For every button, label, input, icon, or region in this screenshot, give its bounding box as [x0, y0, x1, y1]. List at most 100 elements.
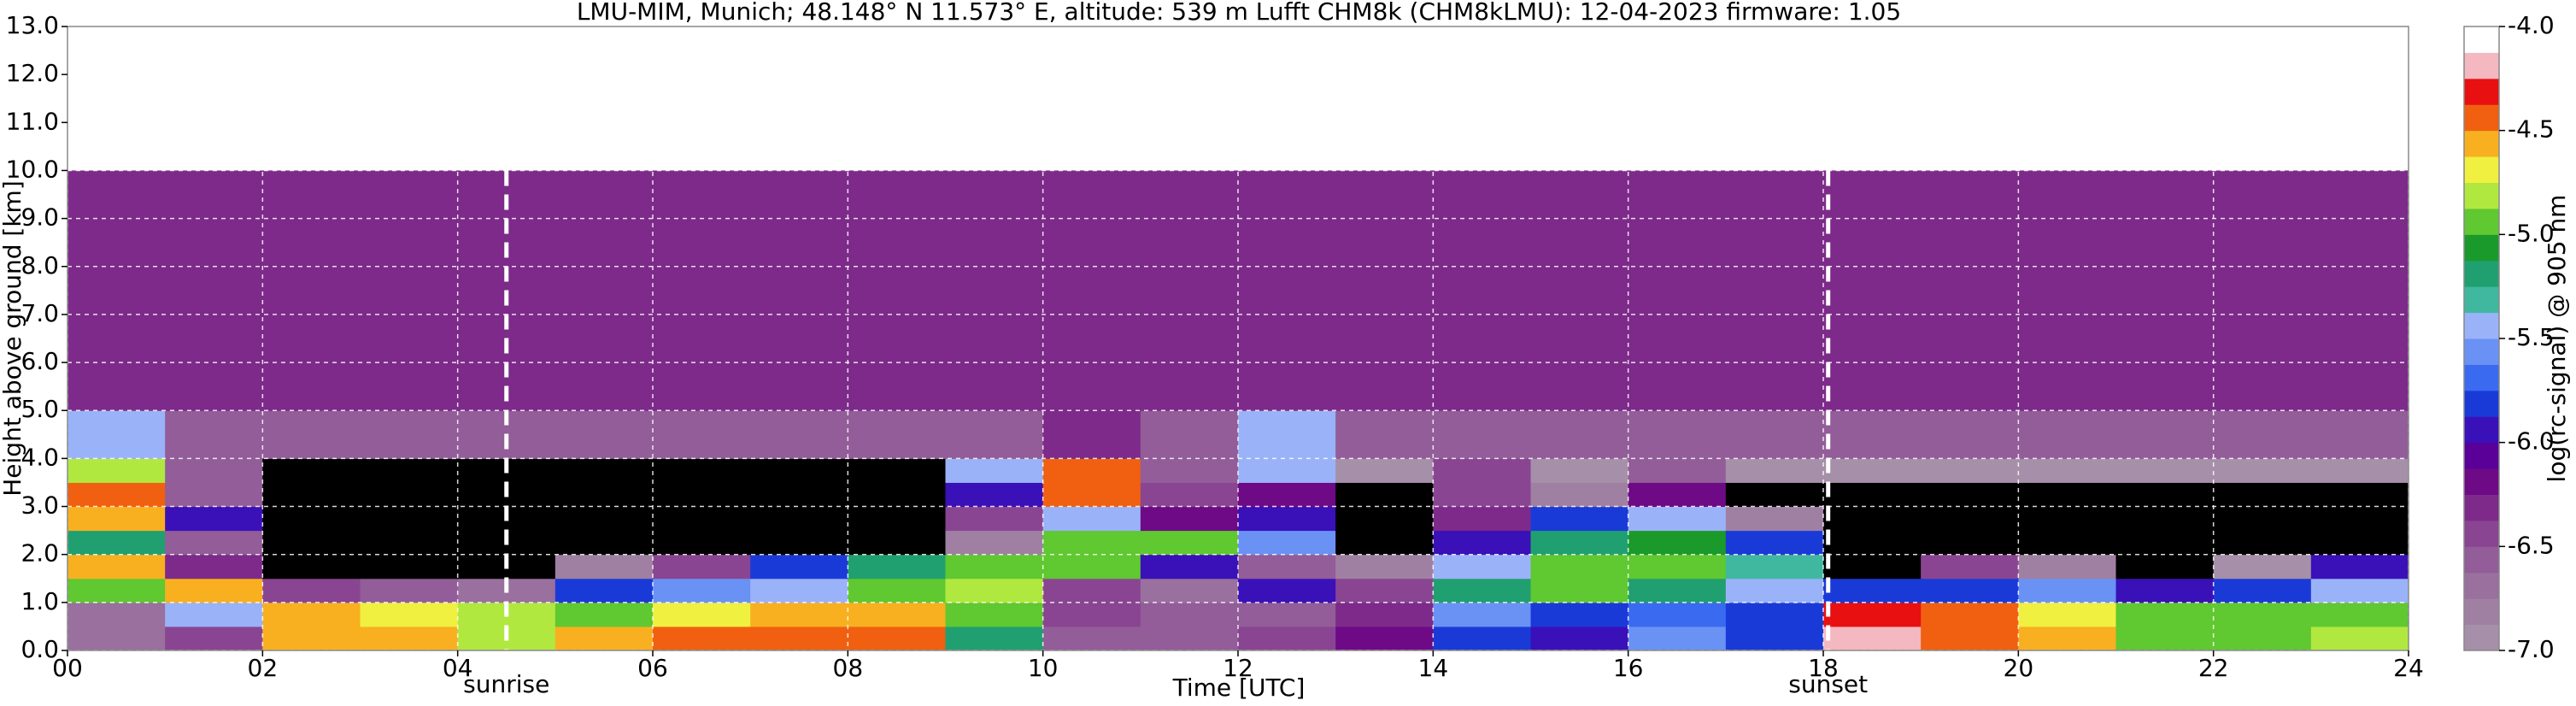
- heatmap-cell: [1140, 170, 1239, 411]
- colorbar-swatch: [2464, 312, 2499, 339]
- y-axis-label: Height above ground [km]: [0, 180, 26, 497]
- heatmap-cell: [1725, 458, 1824, 483]
- colorbar-swatch: [2464, 52, 2499, 79]
- colorbar-swatch: [2464, 78, 2499, 105]
- heatmap-cell: [165, 578, 263, 603]
- heatmap-cell: [1335, 458, 1434, 483]
- heatmap-cell: [653, 578, 751, 603]
- heatmap-cell: [653, 170, 751, 411]
- colorbar-tick-label: -7.0: [2508, 635, 2555, 663]
- heatmap-cell: [2213, 458, 2312, 483]
- y-tick-label: 2.0: [21, 539, 59, 568]
- heatmap-cell: [848, 458, 946, 483]
- heatmap-cell: [1335, 170, 1434, 411]
- colorbar-swatch: [2464, 416, 2499, 444]
- heatmap-cell: [2213, 554, 2312, 580]
- x-tick-label: 04: [443, 654, 473, 682]
- heatmap-cell: [2018, 170, 2116, 411]
- heatmap-cell: [848, 554, 946, 580]
- heatmap-cell: [1042, 602, 1141, 627]
- heatmap-cell: [1530, 578, 1629, 603]
- heatmap-cell: [1433, 578, 1531, 603]
- colorbar-tick-label: -4.5: [2508, 115, 2555, 144]
- heatmap-cell: [2115, 410, 2215, 459]
- heatmap-cell: [2213, 482, 2312, 508]
- heatmap-cell: [1725, 578, 1824, 603]
- heatmap-cell: [1921, 578, 2019, 603]
- heatmap-cell: [750, 626, 848, 651]
- heatmap-cell: [1530, 410, 1629, 459]
- heatmap-cell: [653, 626, 751, 651]
- heatmap-cell: [165, 530, 263, 556]
- y-tick-label: 13.0: [6, 11, 59, 39]
- heatmap-cell: [1628, 506, 1727, 532]
- heatmap-cell: [1725, 170, 1824, 411]
- heatmap-cell: [1725, 530, 1824, 556]
- heatmap-cell: [1140, 482, 1239, 508]
- y-tick-label: 3.0: [21, 491, 59, 520]
- heatmap-cell: [750, 602, 848, 627]
- heatmap-cell: [1530, 506, 1629, 532]
- heatmap-cell: [555, 554, 654, 580]
- heatmap-cell: [945, 170, 1044, 411]
- heatmap-cell: [1823, 530, 1922, 556]
- heatmap-cell: [2115, 506, 2215, 532]
- heatmap-cell: [1140, 530, 1239, 556]
- heatmap-cell: [1238, 410, 1336, 459]
- heatmap-cell: [555, 482, 654, 508]
- heatmap-cell: [2310, 554, 2409, 580]
- heatmap-cell: [2213, 410, 2312, 459]
- heatmap-cell: [165, 458, 263, 483]
- y-tick-label: 9.0: [21, 203, 59, 232]
- heatmap-cell: [1530, 482, 1629, 508]
- heatmap-cell: [360, 602, 459, 627]
- heatmap-cell: [750, 578, 848, 603]
- heatmap-cell: [262, 170, 361, 411]
- heatmap-cell: [848, 602, 946, 627]
- heatmap-cell: [2115, 554, 2215, 580]
- x-tick-label: 10: [1028, 654, 1059, 682]
- heatmap-cell: [1433, 554, 1531, 580]
- colorbar-swatch: [2464, 364, 2499, 391]
- heatmap-cell: [1433, 506, 1531, 532]
- heatmap-cell: [945, 506, 1044, 532]
- heatmap-cell: [1628, 530, 1727, 556]
- y-tick-label: 6.0: [21, 347, 59, 375]
- colorbar-label: log(rc-signal) @ 905 nm: [2543, 195, 2571, 483]
- heatmap-cell: [262, 458, 361, 483]
- heatmap-cell: [262, 578, 361, 603]
- heatmap-cell: [1433, 602, 1531, 627]
- heatmap-cell: [2018, 602, 2116, 627]
- heatmap-cell: [1140, 554, 1239, 580]
- x-tick-label: 02: [248, 654, 279, 682]
- heatmap-cell: [1530, 458, 1629, 483]
- heatmap-cell: [2213, 530, 2312, 556]
- colorbar-swatch: [2464, 572, 2499, 599]
- colorbar-swatch: [2464, 390, 2499, 417]
- y-tick-label: 8.0: [21, 251, 59, 279]
- heatmap-cell: [1433, 458, 1531, 483]
- heatmap-cell: [2018, 482, 2116, 508]
- heatmap-cell: [555, 170, 654, 411]
- heatmap-cell: [945, 458, 1044, 483]
- heatmap-cell: [555, 530, 654, 556]
- colorbar-tick-label: -5.5: [2508, 323, 2555, 351]
- heatmap-cell: [653, 506, 751, 532]
- heatmap-cell: [1042, 578, 1141, 603]
- heatmap-cell: [2310, 458, 2409, 483]
- heatmap-cell: [750, 482, 848, 508]
- heatmap-cell: [555, 626, 654, 651]
- y-tick-label: 10.0: [6, 155, 59, 183]
- heatmap-cell: [2018, 506, 2116, 532]
- colorbar-swatch: [2464, 130, 2499, 157]
- heatmap-cell: [848, 410, 946, 459]
- heatmap-cell: [1238, 170, 1336, 411]
- heatmap-cell: [848, 578, 946, 603]
- colorbar-tick-label: -4.0: [2508, 11, 2555, 39]
- heatmap-cell: [2310, 170, 2409, 411]
- heatmap-cell: [2213, 602, 2312, 627]
- heatmap-cell: [262, 626, 361, 651]
- colorbar-swatch: [2464, 208, 2499, 235]
- heatmap-cell: [1335, 530, 1434, 556]
